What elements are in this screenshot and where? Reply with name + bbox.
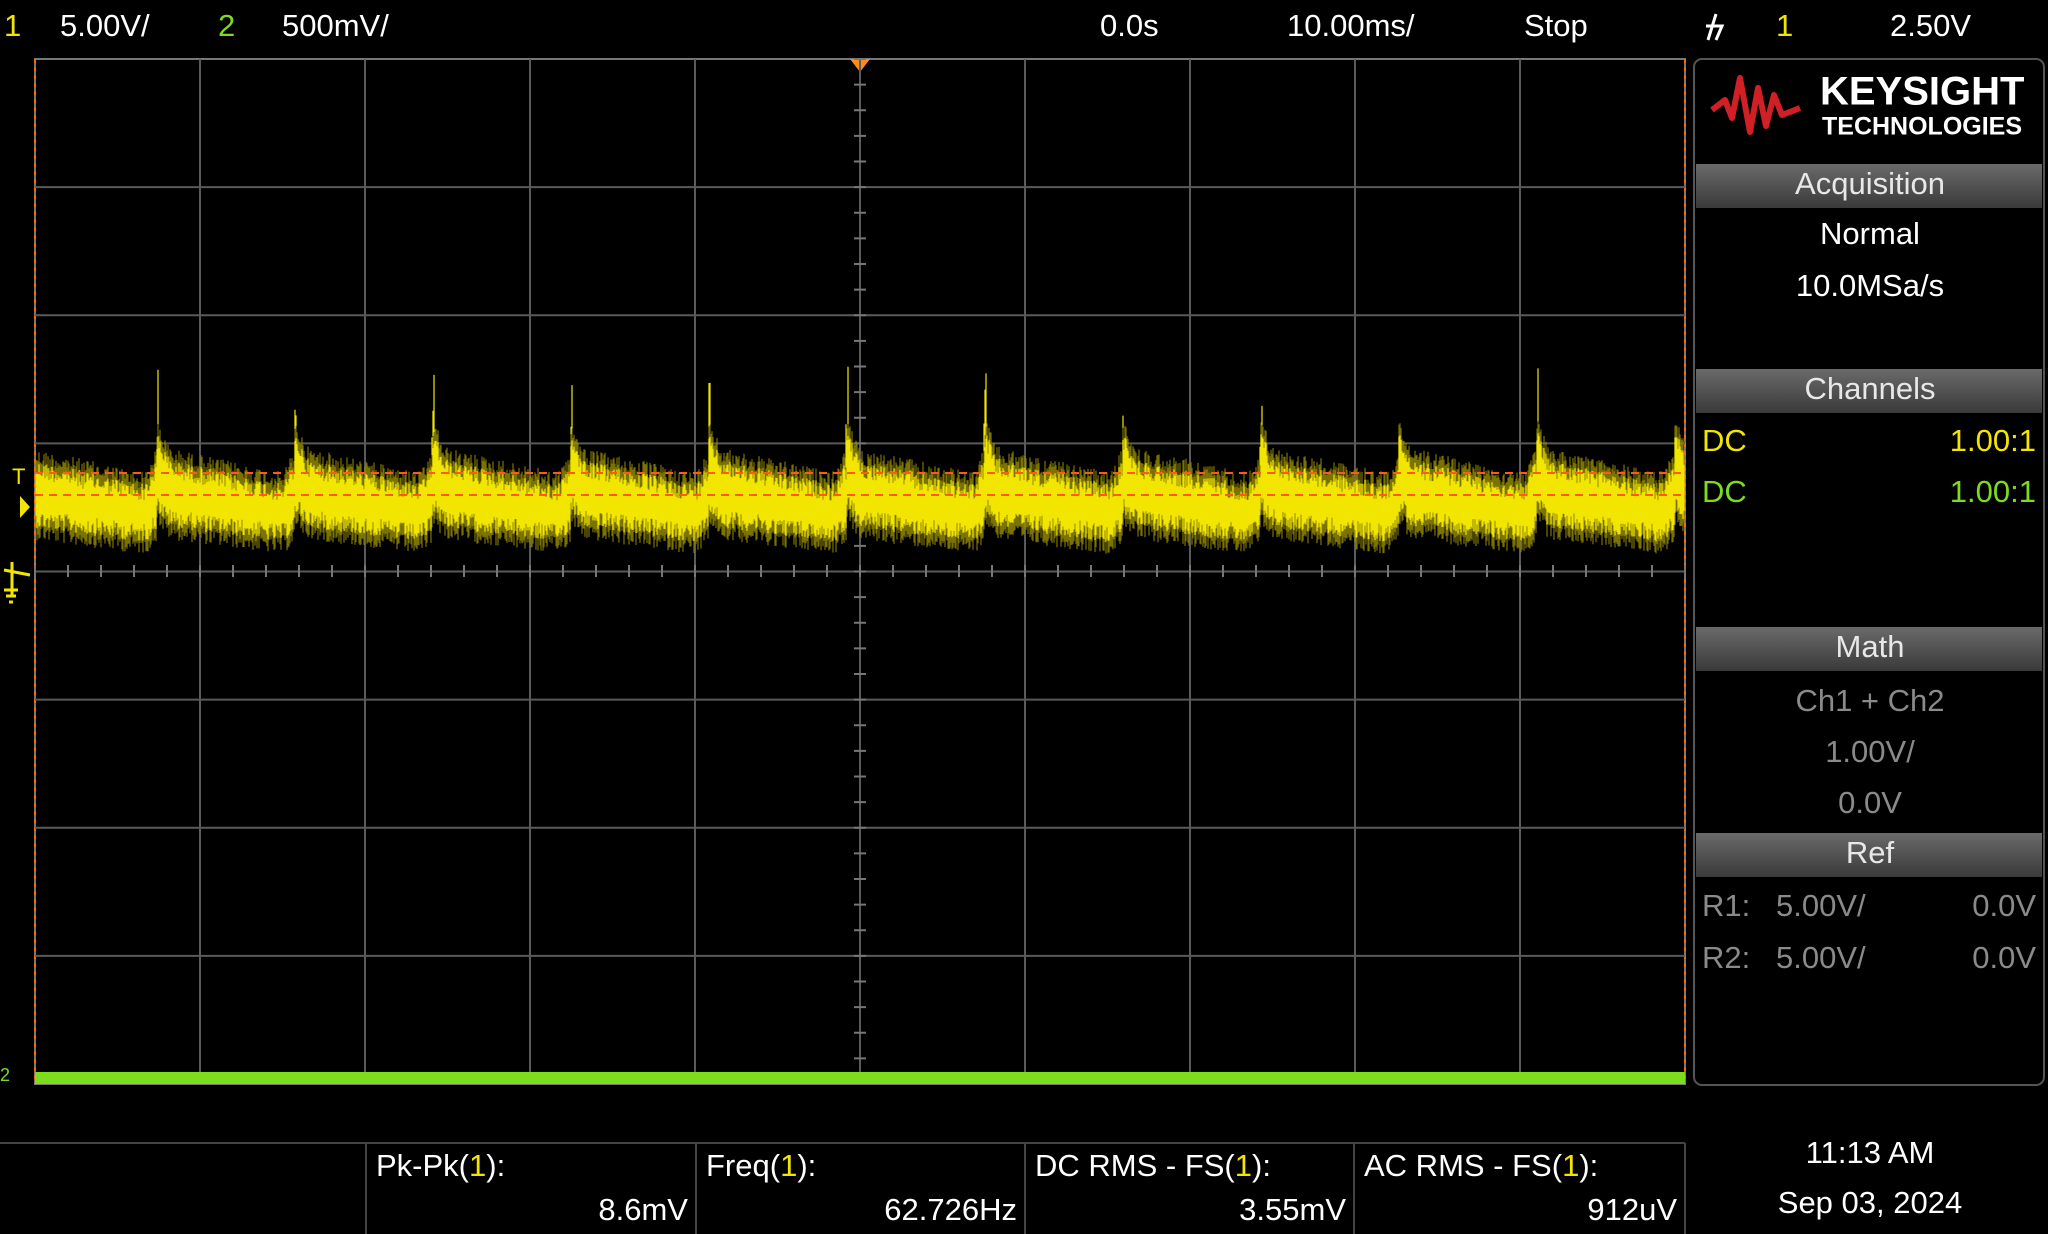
- brand-name: KEYSIGHT: [1820, 70, 2024, 114]
- label-part: DC RMS - FS(: [1035, 1148, 1235, 1183]
- waveform: [35, 366, 1685, 554]
- time-scale[interactable]: 10.00ms/: [1287, 8, 1415, 43]
- ref-name: R1:: [1702, 888, 1750, 923]
- measurement-value: 8.6mV: [598, 1192, 688, 1227]
- ch1-scale[interactable]: 5.00V/: [60, 8, 150, 43]
- label-part: 1: [469, 1148, 486, 1183]
- acquisition-mode: Normal: [1820, 216, 1920, 251]
- label-part: ):: [1252, 1148, 1271, 1183]
- section-header[interactable]: [1696, 164, 2042, 208]
- label-part: AC RMS - FS(: [1364, 1148, 1563, 1183]
- brand-logo: [1710, 75, 1802, 135]
- section-header[interactable]: [1696, 627, 2042, 671]
- ch2-trace: [35, 1072, 1685, 1084]
- trigger-marker: T: [12, 464, 25, 489]
- measurement-label: Pk-Pk(1):: [376, 1148, 505, 1183]
- panel-frame: [1693, 58, 2045, 1086]
- ref-scale: 5.00V/: [1776, 940, 1866, 975]
- trigger-source[interactable]: 1: [1776, 8, 1793, 43]
- ch1-offset-marker: [20, 496, 30, 518]
- trigger-level[interactable]: 2.50V: [1890, 8, 1971, 43]
- label-part: Pk-Pk(: [376, 1148, 470, 1183]
- run-state[interactable]: Stop: [1524, 8, 1588, 43]
- sample-rate: 10.0MSa/s: [1796, 268, 1944, 303]
- label-part: ):: [1579, 1148, 1598, 1183]
- label-part: ):: [486, 1148, 505, 1183]
- ch1-coupling: DC: [1702, 423, 1747, 458]
- ref-offset: 0.0V: [1972, 940, 2036, 975]
- label-part: 1: [780, 1148, 797, 1183]
- section-header[interactable]: [1696, 833, 2042, 877]
- math-offset: 0.0V: [1838, 785, 1902, 820]
- label-part: 1: [1235, 1148, 1252, 1183]
- label-part: Freq(: [706, 1148, 781, 1183]
- math-function: Ch1 + Ch2: [1795, 683, 1944, 718]
- measurement-value: 912uV: [1587, 1192, 1677, 1227]
- acquisition-header[interactable]: Acquisition: [1795, 166, 1945, 201]
- measurement-value: 3.55mV: [1239, 1192, 1346, 1227]
- math-header[interactable]: Math: [1836, 629, 1905, 664]
- math-scale: 1.00V/: [1825, 734, 1915, 769]
- ref-name: R2:: [1702, 940, 1750, 975]
- ch2-scale[interactable]: 500mV/: [282, 8, 389, 43]
- measurement-value: 62.726Hz: [884, 1192, 1017, 1227]
- ground-marker: [3, 562, 31, 604]
- clock-time: 11:13 AM: [1806, 1135, 1935, 1170]
- ref-header[interactable]: Ref: [1846, 835, 1895, 870]
- section-header[interactable]: [1696, 369, 2042, 413]
- ch1-probe: 1.00:1: [1950, 423, 2036, 458]
- ch1-number[interactable]: 1: [4, 8, 21, 43]
- time-delay[interactable]: 0.0s: [1100, 8, 1159, 43]
- label-part: 1: [1562, 1148, 1579, 1183]
- measurement-label: AC RMS - FS(1):: [1364, 1148, 1598, 1183]
- measurement-label: Freq(1):: [706, 1148, 816, 1183]
- noise-core: [35, 366, 1685, 542]
- clock-date: Sep 03, 2024: [1778, 1185, 1962, 1220]
- trigger-slope-icon: [1706, 13, 1725, 41]
- side-panel: KEYSIGHT TECHNOLOGIES Acquisition Normal…: [1693, 58, 2045, 1086]
- label-part: ):: [797, 1148, 816, 1183]
- ch2-number[interactable]: 2: [218, 8, 235, 43]
- ref-offset: 0.0V: [1972, 888, 2036, 923]
- measurement-label: DC RMS - FS(1):: [1035, 1148, 1271, 1183]
- status-bar: 1 5.00V/ 2 500mV/ 0.0s 10.00ms/ Stop 1 2…: [4, 8, 1971, 43]
- ch2-probe: 1.00:1: [1950, 474, 2036, 509]
- channels-header[interactable]: Channels: [1805, 371, 1936, 406]
- brand-subtitle: TECHNOLOGIES: [1822, 113, 2022, 141]
- ref-scale: 5.00V/: [1776, 888, 1866, 923]
- ch2-marker: 2: [0, 1065, 10, 1085]
- graticule: [34, 58, 1686, 1085]
- ch2-coupling: DC: [1702, 474, 1747, 509]
